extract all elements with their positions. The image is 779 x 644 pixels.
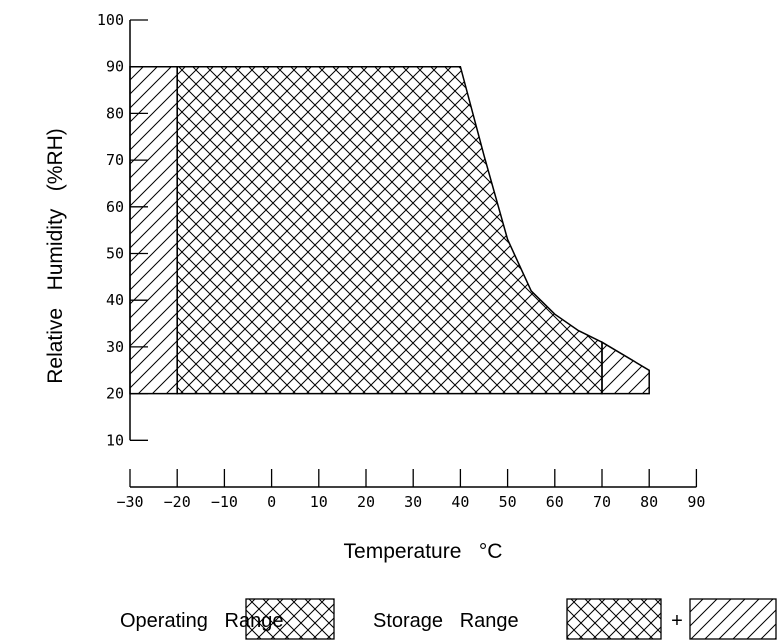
legend-storage-label: Storage Range bbox=[373, 610, 519, 632]
x-tick-label: 30 bbox=[404, 493, 422, 511]
legend-storage-diagonal-swatch bbox=[689, 598, 777, 640]
storage-extension-region-1 bbox=[129, 65, 178, 395]
y-tick-label: 70 bbox=[106, 151, 124, 169]
legend-operating-swatch bbox=[245, 598, 335, 640]
legend-storage-crosshatch-swatch bbox=[566, 598, 662, 640]
x-axis-title: Temperature °C bbox=[344, 540, 503, 563]
x-tick-label: −10 bbox=[211, 493, 238, 511]
x-tick-label: 70 bbox=[593, 493, 611, 511]
y-tick-label: 50 bbox=[106, 245, 124, 263]
y-tick-label: 40 bbox=[106, 291, 124, 309]
y-tick-label: 90 bbox=[106, 58, 124, 76]
x-tick-label: 0 bbox=[267, 493, 276, 511]
axes-layer: 10 20 30 40 50 60 70 80 90 100 −30 −20 −10 0 10 20 30 40 5… bbox=[97, 11, 706, 511]
x-tick-label: 20 bbox=[357, 493, 375, 511]
x-tick-label: 10 bbox=[310, 493, 328, 511]
legend: Operating Range Storage Range + bbox=[120, 598, 777, 640]
legend-plus-sign: + bbox=[671, 610, 683, 632]
x-tick-label: 90 bbox=[687, 493, 705, 511]
y-tick-label: 20 bbox=[106, 385, 124, 403]
operating-range-region bbox=[176, 65, 603, 395]
x-tick-label: −30 bbox=[116, 493, 143, 511]
regions-layer bbox=[129, 65, 650, 395]
y-tick-label: 10 bbox=[106, 431, 124, 449]
x-tick-label: −20 bbox=[164, 493, 191, 511]
y-tick-label: 60 bbox=[106, 198, 124, 216]
x-tick-label: 40 bbox=[451, 493, 469, 511]
y-tick-label: 30 bbox=[106, 338, 124, 356]
x-tick-label: 60 bbox=[546, 493, 564, 511]
storage-extension-region-2 bbox=[601, 340, 650, 395]
y-tick-label: 80 bbox=[106, 104, 124, 122]
y-axis-title: Relative Humidity (%RH) bbox=[44, 128, 67, 384]
y-tick-label: 100 bbox=[97, 11, 124, 29]
legend-operating-label: Operating Range bbox=[120, 610, 283, 632]
x-tick-label: 50 bbox=[499, 493, 517, 511]
x-tick-label: 80 bbox=[640, 493, 658, 511]
